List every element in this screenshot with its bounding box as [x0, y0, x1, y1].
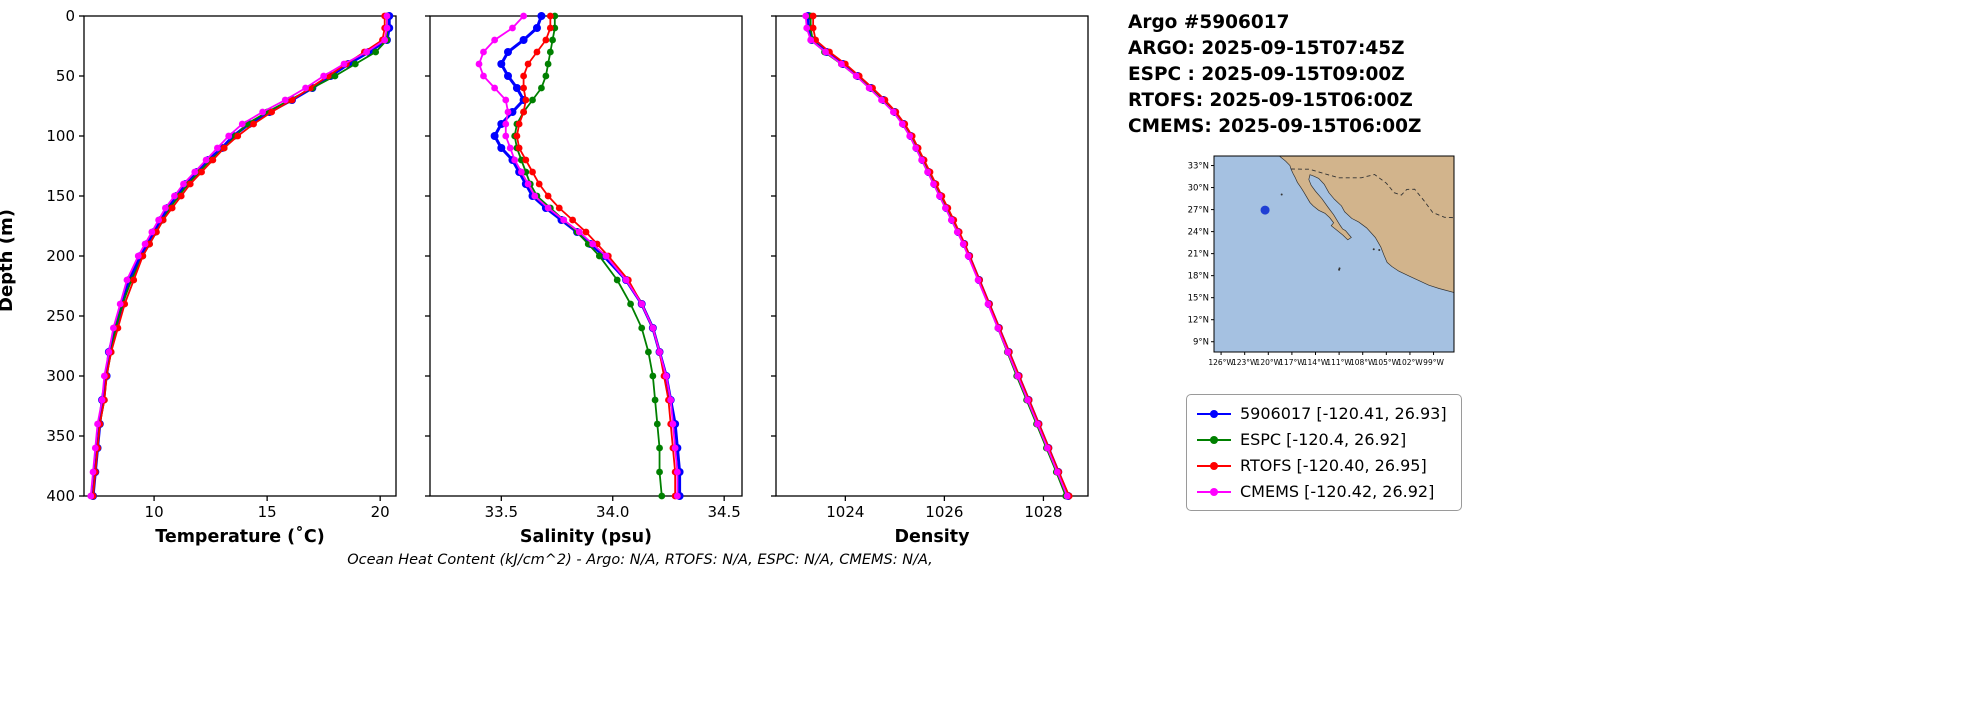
svg-text:Temperature (˚C): Temperature (˚C)	[155, 525, 325, 547]
svg-text:30°N: 30°N	[1188, 184, 1209, 194]
svg-text:250: 250	[46, 307, 75, 325]
cmems-timestamp: CMEMS: 2025-09-15T06:00Z	[1128, 116, 1422, 137]
legend-item-argo: 5906017 [-120.41, 26.93]	[1197, 404, 1447, 423]
svg-text:0: 0	[65, 8, 75, 25]
espc-timestamp: ESPC : 2025-09-15T09:00Z	[1128, 64, 1405, 85]
svg-text:24°N: 24°N	[1188, 228, 1209, 238]
location-map-wrap: 33°N 30°N 27°N 24°N 21°N 18°N 15°N 12°N 9°N 126°W…	[1178, 150, 1648, 376]
svg-text:100: 100	[46, 127, 75, 145]
svg-text:15: 15	[258, 503, 277, 521]
profile-charts: Depth (m) 10 15 20 0 50 100 150 200 250 300 350 400…	[0, 8, 1102, 552]
info-header: Argo #5906017 ARGO: 2025-09-15T07:45Z ES…	[1128, 10, 1648, 140]
rtofs-timestamp: RTOFS: 2025-09-15T06:00Z	[1128, 90, 1413, 111]
svg-text:300: 300	[46, 367, 75, 385]
info-panel: Argo #5906017 ARGO: 2025-09-15T07:45Z ES…	[1128, 10, 1648, 511]
salinity-profile-chart: 33.5 34.0 34.5 Salinity (psu)	[425, 12, 743, 547]
legend-label-rtofs: RTOFS [-120.40, 26.95]	[1240, 456, 1427, 475]
svg-text:15°N: 15°N	[1188, 294, 1209, 304]
float-title: Argo #5906017	[1128, 12, 1290, 33]
svg-text:105°W: 105°W	[1374, 358, 1400, 367]
svg-text:Salinity (psu): Salinity (psu)	[520, 527, 652, 547]
legend-label-cmems: CMEMS [-120.42, 26.92]	[1240, 482, 1435, 501]
svg-text:33.5: 33.5	[485, 503, 518, 521]
svg-text:108°W: 108°W	[1350, 358, 1376, 367]
svg-text:350: 350	[46, 427, 75, 445]
temperature-profile-chart: 10 15 20050100150200250300350400Temperatur…	[46, 8, 397, 547]
svg-text:99°W: 99°W	[1423, 358, 1444, 367]
svg-text:10: 10	[145, 503, 164, 521]
svg-text:Density: Density	[894, 527, 970, 547]
svg-text:50: 50	[56, 67, 75, 85]
svg-text:1024: 1024	[826, 503, 864, 521]
legend-item-espc: ESPC [-120.4, 26.92]	[1197, 430, 1447, 449]
rtofs-line-marker-icon	[1197, 461, 1231, 471]
legend-label-argo: 5906017 [-120.41, 26.93]	[1240, 404, 1447, 423]
cmems-line-marker-icon	[1197, 487, 1231, 497]
svg-text:12°N: 12°N	[1188, 316, 1209, 326]
location-map: 33°N 30°N 27°N 24°N 21°N 18°N 15°N 12°N 9°N 126°W…	[1188, 155, 1455, 367]
svg-text:33°N: 33°N	[1188, 162, 1209, 172]
legend: 5906017 [-120.41, 26.93] ESPC [-120.4, 2…	[1186, 394, 1462, 511]
svg-text:400: 400	[46, 487, 75, 505]
legend-item-rtofs: RTOFS [-120.40, 26.95]	[1197, 456, 1447, 475]
svg-text:117°W: 117°W	[1279, 358, 1305, 367]
ocean-heat-content-note: Ocean Heat Content (kJ/cm^2) - Argo: N/A…	[347, 552, 933, 568]
svg-text:102°W: 102°W	[1397, 358, 1423, 367]
legend-label-espc: ESPC [-120.4, 26.92]	[1240, 430, 1407, 449]
svg-text:1028: 1028	[1024, 503, 1062, 521]
svg-text:111°W: 111°W	[1326, 358, 1352, 367]
svg-text:20: 20	[371, 503, 390, 521]
svg-text:126°W: 126°W	[1208, 358, 1234, 367]
svg-text:1026: 1026	[925, 503, 963, 521]
argo-timestamp: ARGO: 2025-09-15T07:45Z	[1128, 38, 1405, 59]
float-position-marker	[1260, 205, 1270, 215]
svg-text:114°W: 114°W	[1303, 358, 1329, 367]
depth-axis-label: Depth (m)	[0, 209, 17, 312]
svg-text:9°N: 9°N	[1193, 338, 1209, 348]
espc-line-marker-icon	[1197, 435, 1231, 445]
density-profile-chart: 1024 1026 1028 Density	[771, 12, 1089, 547]
svg-text:34.5: 34.5	[707, 503, 740, 521]
legend-item-cmems: CMEMS [-120.42, 26.92]	[1197, 482, 1447, 501]
svg-text:18°N: 18°N	[1188, 272, 1209, 282]
svg-text:200: 200	[46, 247, 75, 265]
svg-text:123°W: 123°W	[1232, 358, 1258, 367]
svg-text:150: 150	[46, 187, 75, 205]
argo-line-marker-icon	[1197, 409, 1231, 419]
svg-text:34.0: 34.0	[596, 503, 629, 521]
svg-text:21°N: 21°N	[1188, 250, 1209, 260]
svg-text:120°W: 120°W	[1256, 358, 1282, 367]
svg-text:27°N: 27°N	[1188, 206, 1209, 216]
